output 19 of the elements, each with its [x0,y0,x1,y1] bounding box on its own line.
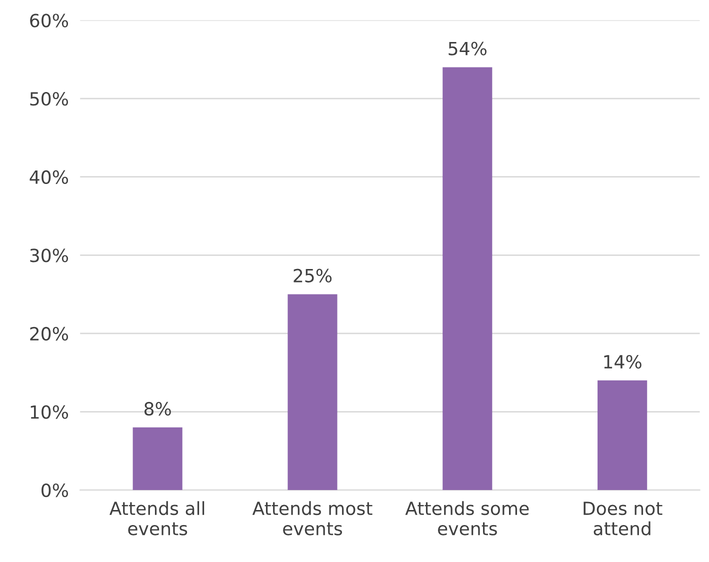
bar [598,380,648,490]
y-tick-label: 20% [30,326,68,341]
bar [288,294,338,490]
y-tick-label: 30% [30,248,68,262]
x-tick-label: Attends all events [109,501,204,536]
y-tick-label: 0% [42,484,68,498]
y-tick-label: 10% [30,405,68,419]
x-tick-label: Attends most events [252,501,372,536]
bar [442,67,492,490]
bar [132,427,182,490]
y-tick-label: 60% [30,14,68,28]
data-label: 8% [144,402,171,416]
data-label: 25% [294,268,332,282]
data-label: 14% [604,354,642,369]
x-tick-label: Attends some events [405,501,529,536]
x-tick-label: Does not attend [584,502,662,536]
y-tick-label: 40% [30,170,68,184]
y-tick-label: 50% [30,92,68,106]
data-label: 54% [448,42,486,56]
